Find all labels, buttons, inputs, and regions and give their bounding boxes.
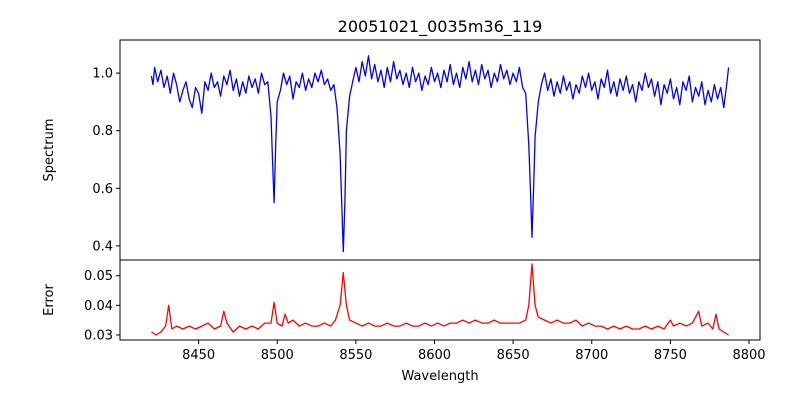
y-axis-label-error: Error: [42, 284, 57, 316]
error-x-tick: 8650: [497, 340, 530, 363]
x-tick-label: 8650: [497, 348, 530, 363]
error-x-tick: 8500: [261, 340, 294, 363]
error-panel: 0.03 0.04 0.05 8450 8500 8550 8600 8650 8700 8750…: [84, 259, 766, 363]
x-axis-label: Wavelength: [401, 369, 478, 384]
error-y-tick: 0.05: [84, 269, 120, 284]
spectrum-y-tick: 0.8: [92, 124, 120, 139]
error-x-tick: 8750: [654, 340, 687, 363]
y-tick-label: 0.03: [84, 328, 113, 343]
spectrum-y-tick: 1.0: [92, 67, 120, 82]
error-x-tick: 8800: [732, 340, 766, 363]
x-tick-label: 8800: [732, 348, 765, 363]
error-x-tick: 8550: [339, 340, 372, 363]
y-tick-label: 0.6: [92, 182, 113, 197]
x-tick-label: 8600: [418, 348, 451, 363]
error-y-tick: 0.03: [84, 328, 120, 343]
x-tick-label: 8500: [261, 348, 294, 363]
error-x-tick: 8700: [575, 340, 608, 363]
y-tick-label: 0.8: [92, 124, 113, 139]
spectrum-line: [150, 55, 730, 253]
y-tick-label: 0.4: [92, 239, 113, 254]
spectrum-y-tick: 0.6: [92, 182, 120, 197]
y-tick-label: 1.0: [92, 67, 113, 82]
error-axes-frame: [119, 259, 761, 341]
y-tick-label: 0.05: [84, 269, 113, 284]
y-tick-label: 0.04: [84, 299, 113, 314]
y-axis-label-spectrum: Spectrum: [42, 119, 57, 182]
spectrum-y-tick: 0.4: [92, 239, 120, 254]
x-tick-label: 8550: [339, 348, 372, 363]
error-x-tick: 8600: [418, 340, 451, 363]
spectrum-panel: 0.4 0.6 0.8 1.0: [92, 39, 761, 261]
spectrum-axes-frame: [119, 39, 761, 261]
x-tick-label: 8700: [575, 348, 608, 363]
error-line: [151, 263, 729, 336]
error-y-tick: 0.04: [84, 299, 120, 314]
error-x-tick: 8450: [182, 340, 215, 363]
x-tick-label: 8750: [654, 348, 687, 363]
chart-title: 20051021_0035m36_119: [338, 17, 543, 37]
x-tick-label: 8450: [182, 348, 215, 363]
